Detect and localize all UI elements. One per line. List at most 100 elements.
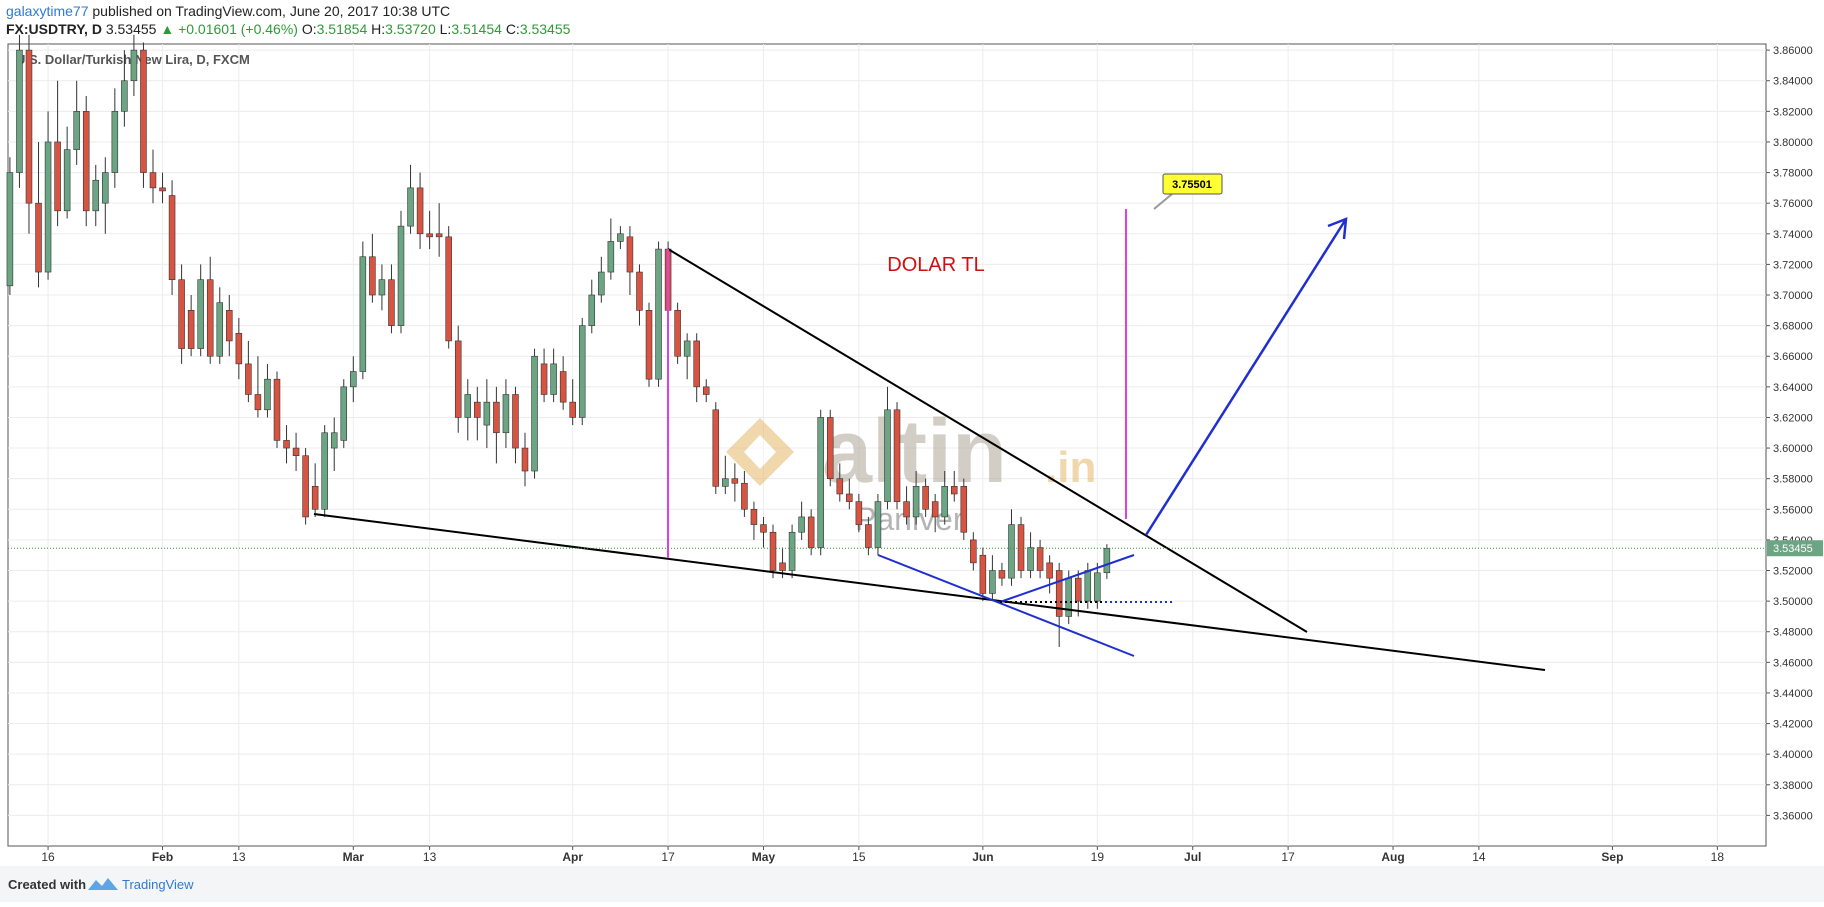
candle-body <box>197 279 204 349</box>
channel-line <box>877 554 1135 657</box>
y-tick-label: 3.72000 <box>1773 259 1813 271</box>
axes: 3.36000 3.38000 3.40000 3.42000 3.44000 3.460… <box>8 45 1823 864</box>
y-tick-label: 3.84000 <box>1773 76 1813 88</box>
candle-body <box>54 141 61 212</box>
candle-body <box>73 111 80 150</box>
candle-body <box>893 409 901 502</box>
y-tick-label: 3.58000 <box>1773 474 1813 486</box>
x-tick-label: 16 <box>41 850 55 864</box>
candle-body <box>846 493 853 502</box>
candle-body <box>187 310 195 349</box>
candle-body <box>979 554 987 594</box>
y-tick-label: 3.74000 <box>1773 229 1813 241</box>
candle-body <box>330 432 338 449</box>
candle-body <box>950 486 958 495</box>
quote-line: FX:USDTRY, D 3.53455 ▲ +0.01601 (+0.46%)… <box>6 21 571 37</box>
candle-body <box>607 241 615 273</box>
candle-body <box>521 447 529 472</box>
candle-body <box>1046 562 1053 579</box>
candle-body <box>111 111 119 173</box>
candle-body <box>35 202 42 273</box>
l-label: L: <box>440 21 452 37</box>
callout-pointer <box>1153 193 1173 210</box>
candle-body <box>960 486 968 533</box>
candle-body <box>1103 547 1111 574</box>
candle-body <box>617 233 624 242</box>
y-tick-label: 3.44000 <box>1773 688 1813 700</box>
candle-body <box>82 111 90 212</box>
x-tick-label: Jul <box>1184 850 1201 864</box>
candle-body <box>1094 572 1101 602</box>
candle-body <box>702 386 710 395</box>
candle-body <box>435 233 443 238</box>
candle-body <box>874 501 882 548</box>
candles <box>6 34 1111 648</box>
y-tick-label: 3.62000 <box>1773 412 1813 424</box>
candle-body <box>588 294 596 326</box>
arrow-head <box>1327 217 1348 240</box>
x-tick-label: 19 <box>1091 850 1105 864</box>
candle-body <box>302 455 309 518</box>
candle-body <box>1017 524 1025 571</box>
x-tick-label: 13 <box>423 850 437 864</box>
candle-body <box>1027 547 1034 571</box>
last-price-box <box>1767 540 1823 557</box>
candle-body <box>1074 577 1082 602</box>
x-tick-label: Aug <box>1381 850 1404 864</box>
candle-body <box>807 516 815 548</box>
candle-body <box>254 394 262 411</box>
candle-body <box>941 486 948 518</box>
x-tick-label: 15 <box>852 850 866 864</box>
symbol: FX:USDTRY, D <box>6 21 102 37</box>
candle-body <box>464 394 472 418</box>
x-tick-label: Jun <box>972 850 993 864</box>
candle-body <box>340 386 348 441</box>
candle-body <box>826 417 834 479</box>
candle-body <box>931 501 939 518</box>
candle-body <box>674 310 681 357</box>
candle-body <box>264 378 271 411</box>
candle-body <box>92 179 100 212</box>
x-tick-label: 13 <box>232 850 246 864</box>
candle-body <box>855 501 863 525</box>
y-tick-label: 3.76000 <box>1773 198 1813 210</box>
l-value: 3.51454 <box>451 21 502 37</box>
footer-logo <box>88 878 118 890</box>
candle-body <box>273 378 281 441</box>
candle-body <box>292 447 300 457</box>
candle-body <box>912 486 920 518</box>
candle-body <box>388 279 395 326</box>
author[interactable]: galaxytime77 <box>6 3 89 19</box>
candle-body <box>598 271 605 296</box>
footer-brand[interactable]: TradingView <box>122 877 194 892</box>
y-tick-label: 3.80000 <box>1773 137 1813 149</box>
y-tick-label: 3.56000 <box>1773 504 1813 516</box>
x-tick-label: Apr <box>562 850 583 864</box>
y-tick-label: 3.46000 <box>1773 657 1813 669</box>
candle-body <box>16 49 23 173</box>
c-label: C: <box>506 21 520 37</box>
candle-body <box>922 486 929 510</box>
candle-body <box>235 332 243 365</box>
candle-body <box>865 524 872 548</box>
arrow <box>1144 218 1348 536</box>
h-label: H: <box>371 21 385 37</box>
candle-body <box>378 279 386 296</box>
candle-body <box>836 478 844 495</box>
candle-body <box>531 355 538 472</box>
x-tick-label: Mar <box>343 850 365 864</box>
candle-body <box>445 236 452 342</box>
candle-body <box>426 233 433 238</box>
price: 3.53455 <box>106 21 157 37</box>
candle-body <box>216 302 224 357</box>
o-value: 3.51854 <box>317 21 368 37</box>
x-tick-label: Sep <box>1601 850 1623 864</box>
y-tick-label: 3.38000 <box>1773 780 1813 792</box>
candle-body <box>712 409 720 487</box>
candle-body <box>454 340 462 418</box>
candle-body <box>44 141 52 273</box>
candle-body <box>493 401 500 434</box>
x-tick-label: 14 <box>1472 850 1486 864</box>
x-tick-label: May <box>752 850 776 864</box>
